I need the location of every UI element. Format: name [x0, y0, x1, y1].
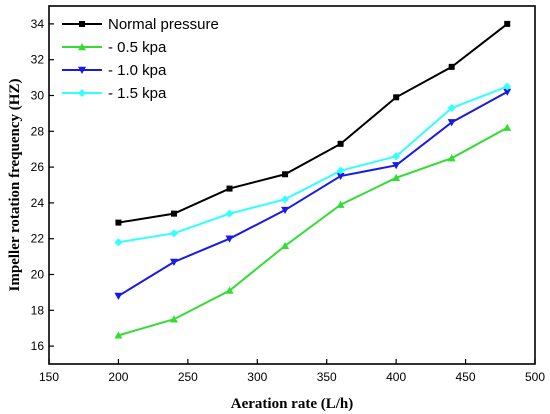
legend-label: - 1.0 kpa [108, 62, 167, 79]
data-point [225, 235, 234, 243]
data-point [448, 63, 455, 70]
legend-marker [79, 21, 85, 27]
data-point [337, 140, 344, 147]
series-line [118, 126, 508, 337]
legend-label: - 1.5 kpa [108, 85, 167, 102]
data-point [336, 200, 345, 208]
data-point [114, 238, 123, 247]
data-point [225, 209, 234, 218]
y-tick-label: 20 [31, 268, 45, 282]
x-tick-label: 200 [108, 370, 128, 384]
data-point [503, 82, 512, 91]
data-point [226, 185, 233, 192]
legend-item: Normal pressure [62, 16, 219, 33]
y-tick-label: 26 [31, 160, 45, 174]
legend-marker [78, 43, 86, 51]
series-4 [114, 82, 512, 247]
data-point [281, 206, 290, 215]
series-3 [114, 88, 512, 300]
data-point [393, 94, 400, 101]
data-point [169, 229, 178, 238]
legend-label: - 0.5 kpa [108, 39, 167, 56]
legend-item: - 0.5 kpa [62, 39, 167, 56]
series-line [118, 85, 508, 244]
x-tick-label: 400 [386, 370, 406, 384]
x-tick-label: 350 [317, 370, 337, 384]
series-2 [114, 123, 512, 339]
legend-item: - 1.5 kpa [62, 85, 167, 102]
y-axis: 16 18 20 22 24 26 28 30 32 34 [31, 17, 54, 353]
y-tick-label: 16 [31, 339, 45, 353]
data-point [447, 119, 456, 127]
data-point [503, 88, 512, 96]
data-point [392, 162, 401, 170]
x-tick-label: 250 [178, 370, 198, 384]
data-point [447, 154, 456, 162]
data-point [504, 20, 511, 27]
x-tick-label: 450 [456, 370, 476, 384]
data-point [225, 286, 234, 294]
x-tick-label: 150 [39, 370, 59, 384]
data-point [336, 166, 345, 175]
legend-item: - 1.0 kpa [62, 62, 167, 79]
legend-marker [78, 89, 86, 97]
data-point [169, 315, 178, 323]
data-point [392, 173, 401, 182]
y-tick-label: 22 [31, 232, 45, 246]
y-tick-label: 34 [31, 17, 45, 31]
data-point [503, 123, 512, 131]
x-tick-label: 500 [525, 370, 545, 384]
data-point [336, 172, 345, 181]
y-tick-label: 30 [31, 89, 45, 103]
series-line [118, 23, 508, 224]
plot-frame [48, 5, 536, 365]
y-tick-label: 28 [31, 124, 45, 138]
data-point [170, 210, 177, 217]
data-point [281, 241, 290, 250]
data-point [282, 171, 289, 178]
x-axis: 150 200 250 300 350 400 450 500 [39, 359, 545, 384]
legend: Normal pressure - 0.5 kpa - 1.0 kpa - 1.5 k… [62, 16, 219, 102]
data-point [114, 292, 123, 300]
series-layer [114, 20, 512, 339]
series-line [117, 91, 508, 297]
data-point [169, 258, 178, 266]
data-point [281, 195, 290, 204]
series-1 [115, 20, 511, 226]
legend-marker [78, 66, 86, 74]
x-tick-label: 300 [247, 370, 267, 384]
data-point [392, 152, 401, 161]
data-point [447, 104, 456, 113]
data-point [115, 219, 122, 226]
y-tick-label: 24 [31, 196, 45, 210]
data-point [114, 331, 123, 339]
legend-label: Normal pressure [108, 16, 219, 33]
y-axis-title: Impeller rotation frequency (HZ) [7, 79, 23, 292]
y-tick-label: 32 [31, 53, 45, 67]
y-tick-label: 18 [31, 303, 45, 317]
x-axis-title: Aeration rate (L/h) [231, 396, 353, 412]
